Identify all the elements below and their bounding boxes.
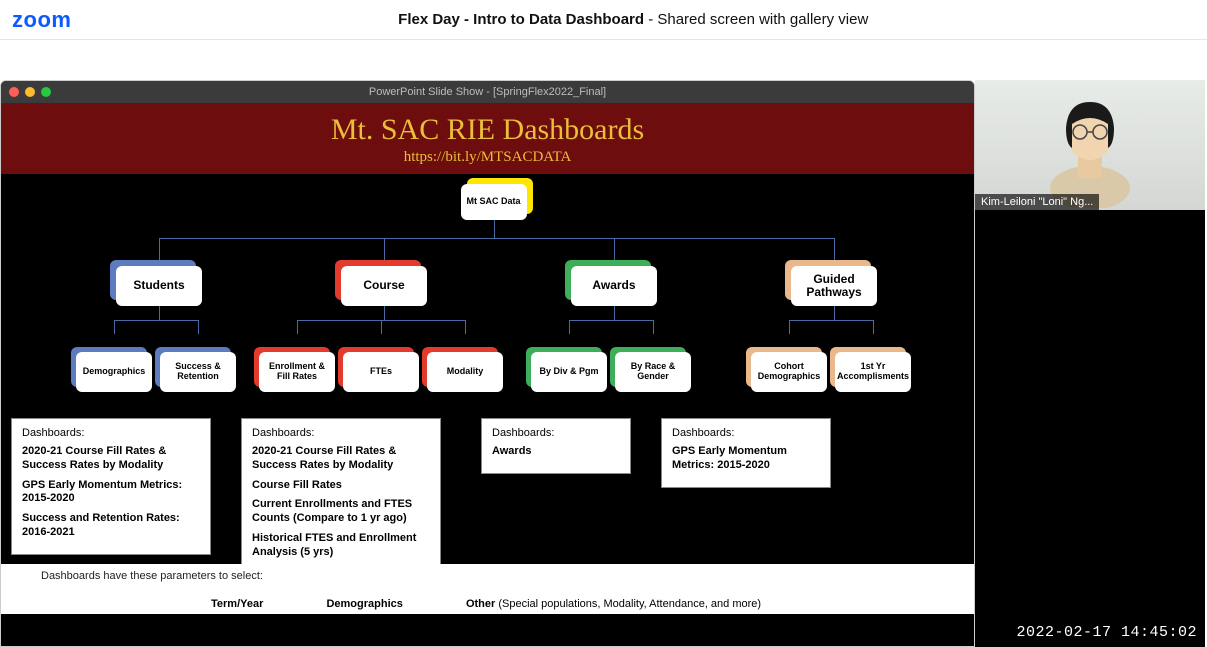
param-other: Other (Special populations, Modality, At… — [466, 598, 761, 610]
content-area: PowerPoint Slide Show - [SpringFlex2022_… — [0, 40, 1207, 647]
org-tree: Mt SAC DataStudentsDemographicsSuccess &… — [21, 184, 954, 404]
callout-box: Dashboards:GPS Early Momentum Metrics: 2… — [661, 418, 831, 488]
zoom-topbar: zoom Flex Day - Intro to Data Dashboard … — [0, 0, 1207, 40]
recording-timestamp: 2022-02-17 14:45:02 — [1016, 624, 1197, 641]
slide-footer: Dashboards have these parameters to sele… — [1, 564, 974, 614]
shared-screen: PowerPoint Slide Show - [SpringFlex2022_… — [0, 80, 975, 647]
param-demo: Demographics — [326, 598, 402, 610]
slide-title: Mt. SAC RIE Dashboards — [1, 113, 974, 147]
maximize-icon[interactable] — [41, 87, 51, 97]
close-icon[interactable] — [9, 87, 19, 97]
participant-name-tag: Kim-Leiloni "Loni" Ng... — [975, 194, 1099, 210]
participant-video-tile[interactable]: Kim-Leiloni "Loni" Ng... — [975, 80, 1205, 210]
meeting-title-bold: Flex Day - Intro to Data Dashboard — [398, 11, 644, 28]
param-term: Term/Year — [211, 598, 263, 610]
minimize-icon[interactable] — [25, 87, 35, 97]
zoom-logo: zoom — [12, 7, 71, 33]
callout-box: Dashboards:2020-21 Course Fill Rates & S… — [241, 418, 441, 574]
slide-body: Mt SAC DataStudentsDemographicsSuccess &… — [1, 174, 974, 614]
meeting-title-rest: - Shared screen with gallery view — [644, 11, 868, 28]
callout-box: Dashboards:2020-21 Course Fill Rates & S… — [11, 418, 211, 555]
footer-params: Term/Year Demographics Other (Special po… — [1, 598, 974, 610]
gallery-panel: Kim-Leiloni "Loni" Ng... 2022-02-17 14:4… — [975, 80, 1205, 647]
traffic-lights — [9, 87, 51, 97]
mac-window-title: PowerPoint Slide Show - [SpringFlex2022_… — [9, 86, 966, 98]
mac-window-titlebar: PowerPoint Slide Show - [SpringFlex2022_… — [1, 81, 974, 103]
footer-note: Dashboards have these parameters to sele… — [41, 570, 944, 582]
callout-box: Dashboards:Awards — [481, 418, 631, 474]
slide-url: https://bit.ly/MTSACDATA — [1, 149, 974, 166]
meeting-title: Flex Day - Intro to Data Dashboard - Sha… — [71, 11, 1195, 28]
slide-header: Mt. SAC RIE Dashboards https://bit.ly/MT… — [1, 103, 974, 174]
avatar-icon — [1030, 88, 1150, 208]
